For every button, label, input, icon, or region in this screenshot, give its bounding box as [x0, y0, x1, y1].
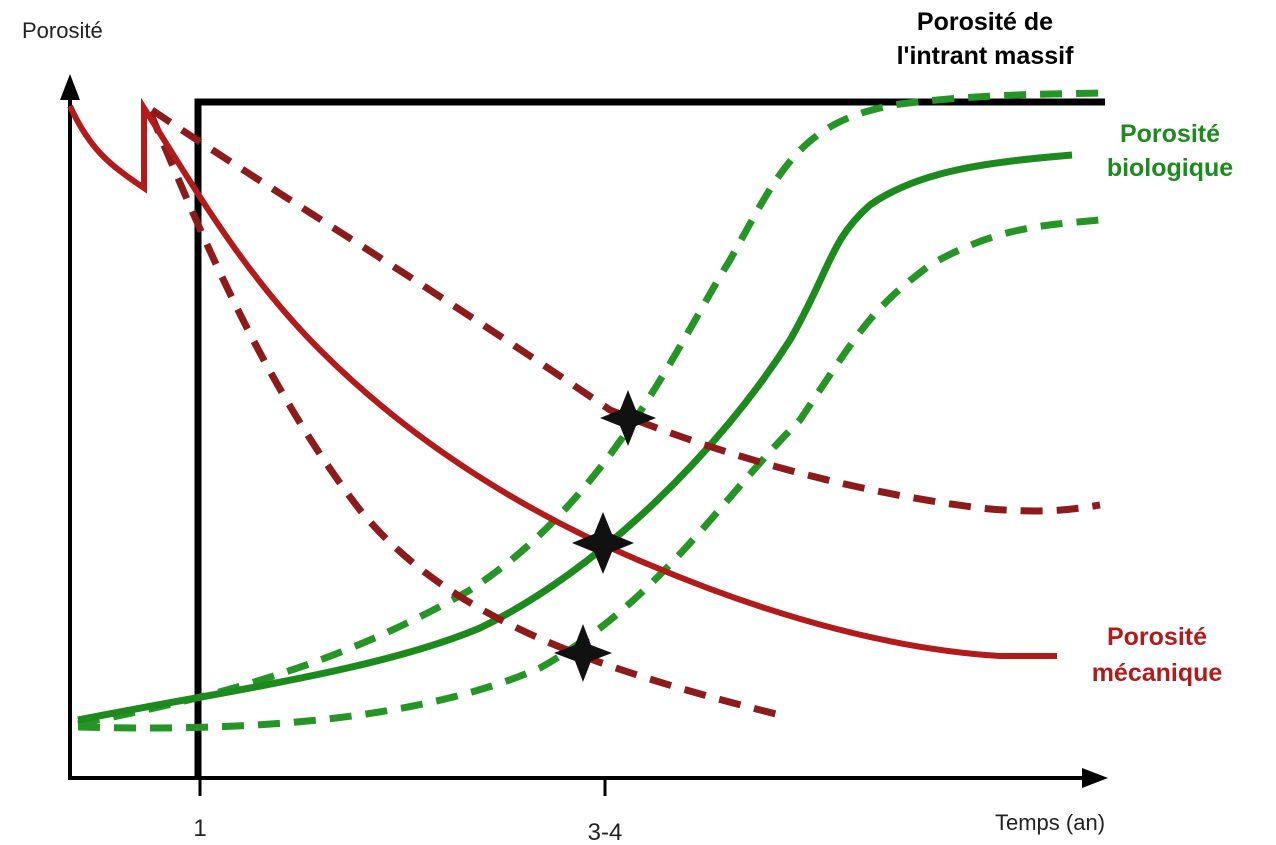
star-marker-upper [600, 390, 656, 446]
biological-porosity-upper-dashed-curve [77, 89, 1106, 728]
massif-label-line1: Porosité de [917, 8, 1053, 36]
biological-porosity-curve [77, 151, 1073, 724]
x-axis-arrow-icon [1082, 768, 1108, 788]
y-axis-label: Porosité [22, 18, 103, 43]
axes [60, 74, 1108, 796]
mechanical-porosity-curve [67, 97, 1057, 659]
massif-porosity-curve [194, 98, 1105, 780]
massif-label-line2: l'intrant massif [897, 42, 1074, 70]
mechanical-label-line1: Porosité [1107, 623, 1207, 651]
biological-porosity-lower-dashed-curve [77, 216, 1101, 732]
star-marker-lower [554, 624, 612, 682]
y-axis-arrow-icon [60, 74, 80, 100]
x-tick-label-3-4: 3-4 [588, 819, 623, 845]
biological-label-line2: biologique [1107, 154, 1233, 182]
mechanical-label-line2: mécanique [1092, 659, 1223, 687]
x-tick-label-1: 1 [193, 815, 206, 842]
mechanical-porosity-upper-dashed-curve [150, 107, 1101, 515]
mechanical-porosity-lower-dashed-curve [146, 110, 781, 719]
biological-label-line1: Porosité [1120, 120, 1220, 148]
star-marker-middle [572, 512, 634, 574]
x-axis-label: Temps (an) [995, 810, 1105, 835]
